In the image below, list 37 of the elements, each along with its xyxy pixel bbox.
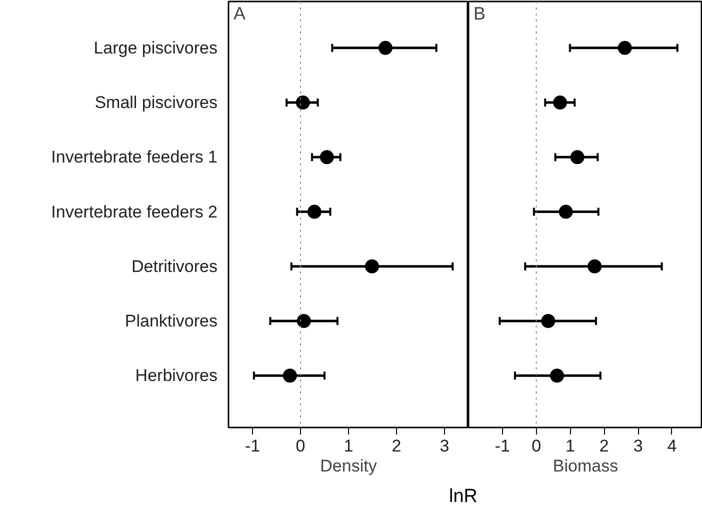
point (558, 204, 573, 219)
chart-title: A (234, 4, 246, 24)
y-tick-label: Planktivores (124, 312, 218, 330)
point (618, 40, 632, 55)
point (541, 314, 556, 328)
x-tick-label: 1 (344, 436, 354, 456)
y-tick-label: Invertebrate feeders 2 (51, 202, 218, 222)
x-tick-label: 2 (392, 436, 402, 456)
point (282, 368, 297, 383)
x-tick-label: -1 (494, 436, 510, 456)
chart-title: B (474, 4, 486, 24)
point (550, 368, 564, 383)
y-tick-label: Detritivores (132, 256, 218, 276)
x-tick-label: 4 (667, 436, 677, 456)
text: lnR (449, 485, 478, 506)
y-tick-label: Small piscivores (94, 93, 218, 112)
point (365, 259, 380, 274)
x-tick-label: -1 (244, 436, 260, 456)
x-axis-title: Density (320, 456, 378, 476)
point (553, 96, 568, 110)
point (296, 96, 310, 110)
x-axis-title: Biomass (552, 456, 618, 476)
y-tick-label: Large piscivores (94, 38, 218, 58)
point (378, 40, 392, 55)
x-tick-label: 1 (566, 436, 575, 456)
x-tick-label: 2 (599, 436, 609, 456)
y-tick-label: Herbivores (135, 366, 218, 386)
point (307, 204, 322, 219)
x-tick-label: 3 (440, 436, 450, 456)
x-tick-label: 3 (633, 436, 643, 456)
y-tick-label: Invertebrate feeders 1 (51, 148, 218, 167)
point (570, 150, 584, 164)
x-tick-label: 0 (532, 436, 542, 456)
x-tick-label: 0 (296, 436, 306, 456)
point (320, 150, 334, 164)
point (296, 314, 311, 328)
point (588, 259, 602, 274)
